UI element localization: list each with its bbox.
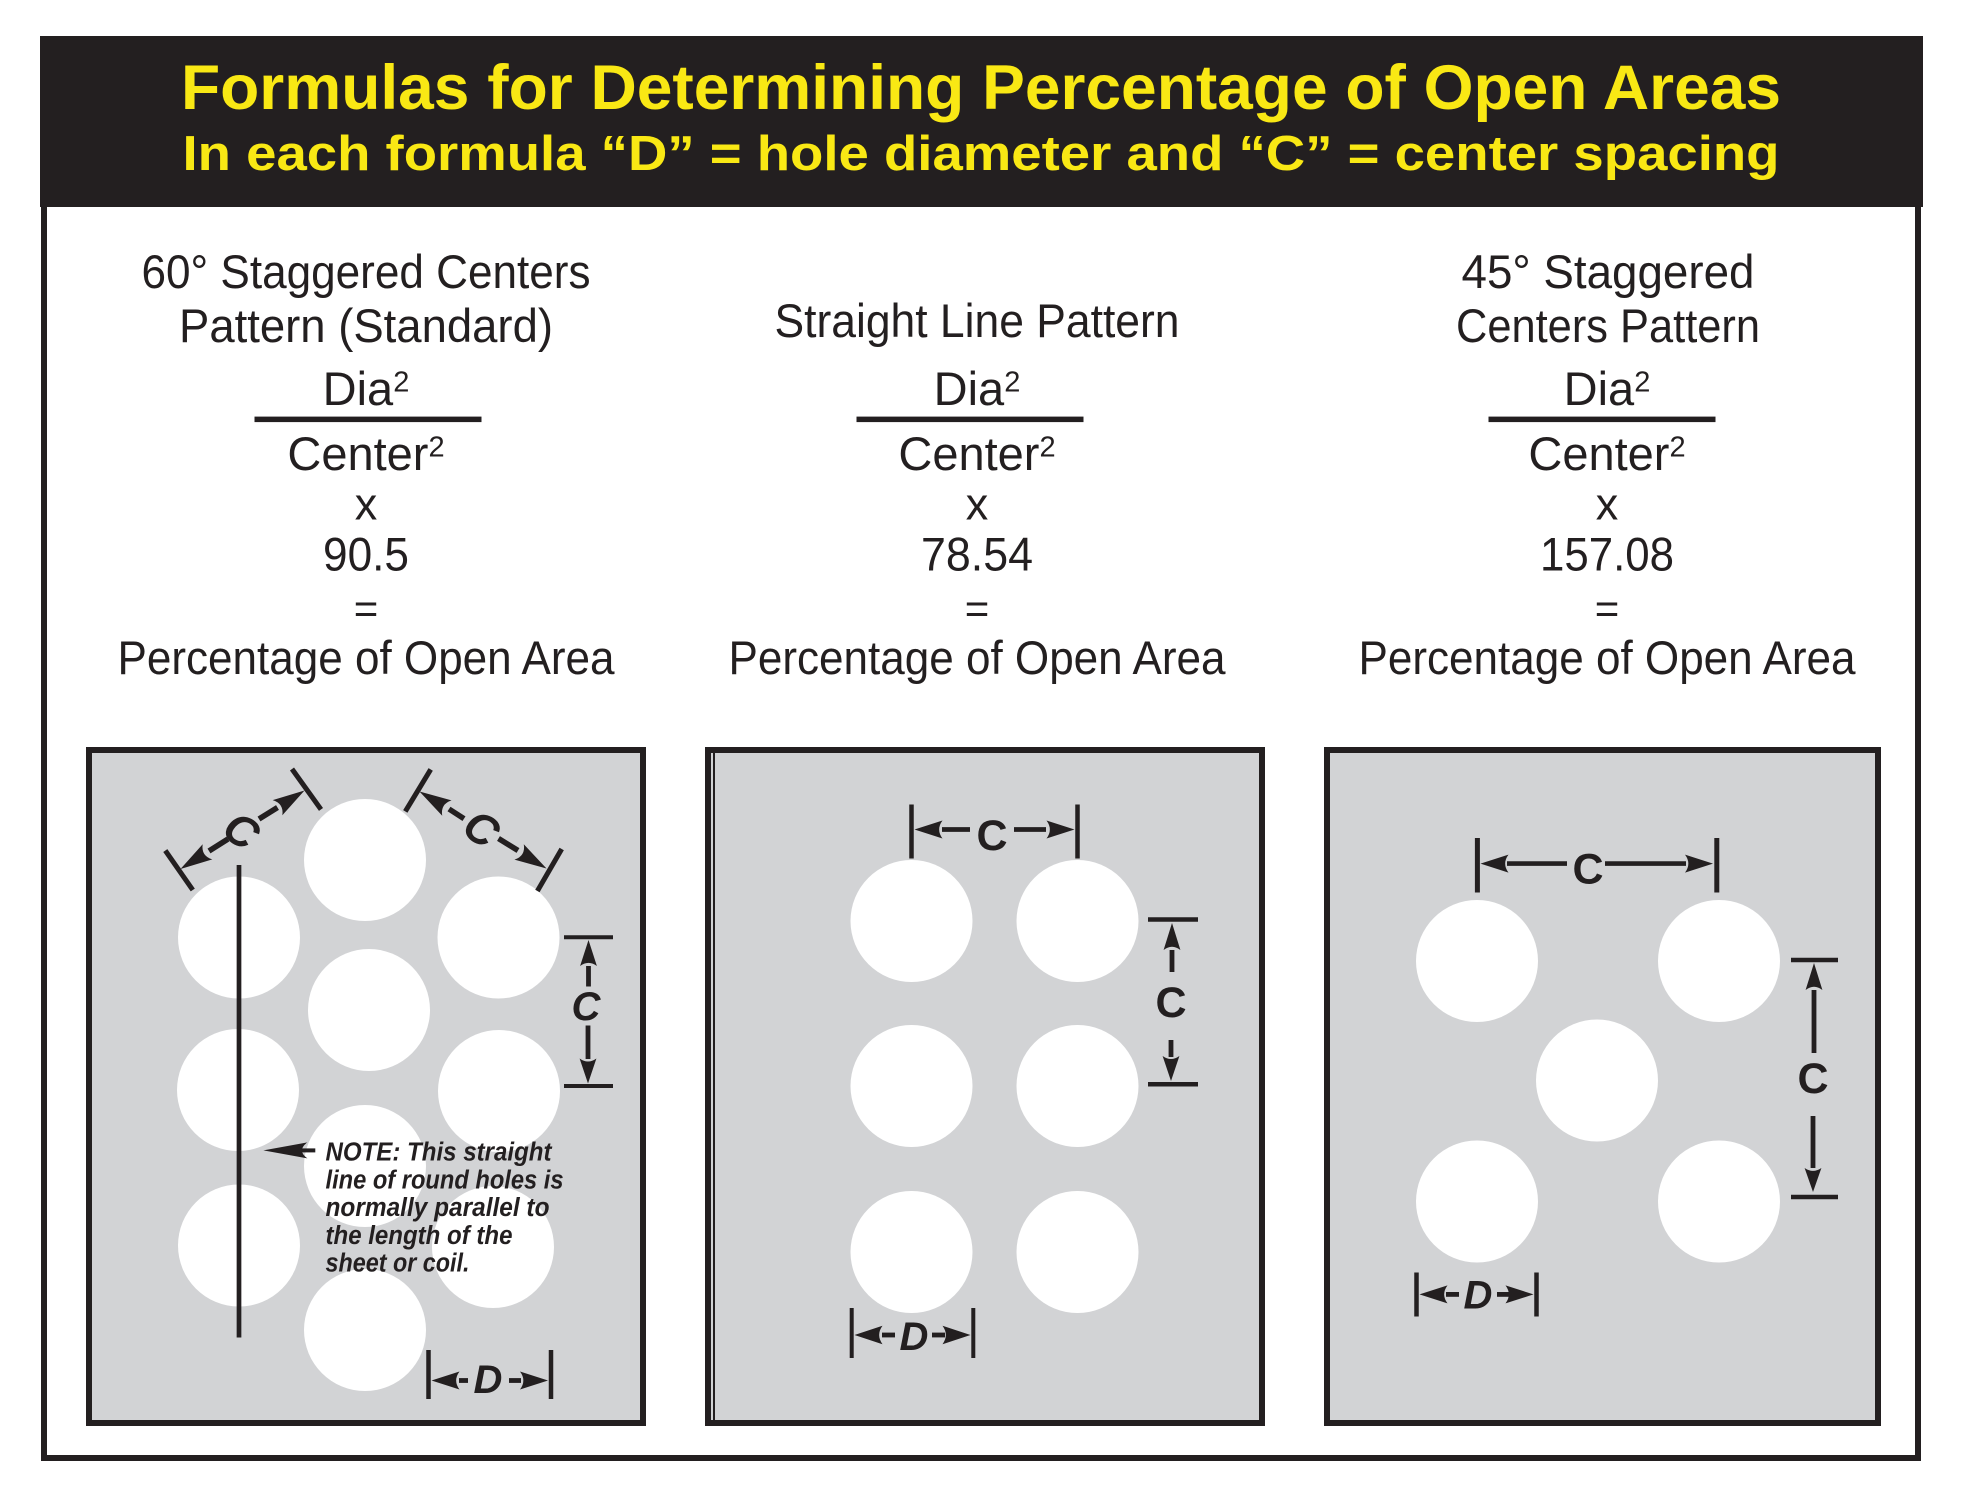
svg-text:sheet or coil.: sheet or coil. xyxy=(326,1250,470,1278)
svg-text:Centers Pattern: Centers Pattern xyxy=(1456,299,1760,352)
svg-text:Dia2: Dia2 xyxy=(323,362,410,415)
svg-text:45° Staggered: 45° Staggered xyxy=(1462,245,1755,298)
svg-text:Percentage of Open Area: Percentage of Open Area xyxy=(1359,631,1857,684)
svg-text:Dia2: Dia2 xyxy=(1564,362,1651,415)
svg-text:Straight Line Pattern: Straight Line Pattern xyxy=(775,294,1180,347)
svg-text:D: D xyxy=(474,1358,503,1402)
svg-text:Dia2: Dia2 xyxy=(934,362,1021,415)
svg-text:C: C xyxy=(572,985,602,1029)
svg-text:NOTE: This straight: NOTE: This straight xyxy=(326,1139,553,1167)
svg-text:157.08: 157.08 xyxy=(1540,528,1674,581)
svg-text:C: C xyxy=(1572,846,1603,894)
svg-text:78.54: 78.54 xyxy=(921,528,1033,581)
svg-text:D: D xyxy=(1464,1274,1493,1318)
svg-text:x: x xyxy=(1596,479,1619,530)
svg-text:Center2: Center2 xyxy=(898,427,1055,480)
svg-text:=: = xyxy=(1595,585,1620,632)
svg-text:C: C xyxy=(976,812,1007,860)
svg-text:x: x xyxy=(966,479,989,530)
svg-text:Percentage of Open Area: Percentage of Open Area xyxy=(118,631,616,684)
svg-text:Center2: Center2 xyxy=(1528,427,1685,480)
svg-text:Percentage of Open Area: Percentage of Open Area xyxy=(729,631,1227,684)
svg-text:the length of the: the length of the xyxy=(326,1222,513,1250)
svg-text:C: C xyxy=(1155,979,1186,1027)
svg-text:Pattern (Standard): Pattern (Standard) xyxy=(179,299,553,352)
svg-text:In each formula “D” = hole dia: In each formula “D” = hole diameter and … xyxy=(183,127,1780,181)
svg-text:x: x xyxy=(355,479,378,530)
svg-text:Center2: Center2 xyxy=(287,427,444,480)
svg-text:line of round holes is: line of round holes is xyxy=(326,1166,564,1194)
svg-text:Formulas for Determining Perce: Formulas for Determining Percentage of O… xyxy=(181,53,1781,123)
svg-text:D: D xyxy=(900,1315,929,1359)
svg-text:=: = xyxy=(354,585,379,632)
svg-text:normally parallel to: normally parallel to xyxy=(326,1194,550,1222)
svg-text:=: = xyxy=(965,585,990,632)
svg-text:90.5: 90.5 xyxy=(323,528,409,581)
svg-text:C: C xyxy=(1797,1055,1828,1103)
svg-text:60° Staggered Centers: 60° Staggered Centers xyxy=(142,245,591,298)
